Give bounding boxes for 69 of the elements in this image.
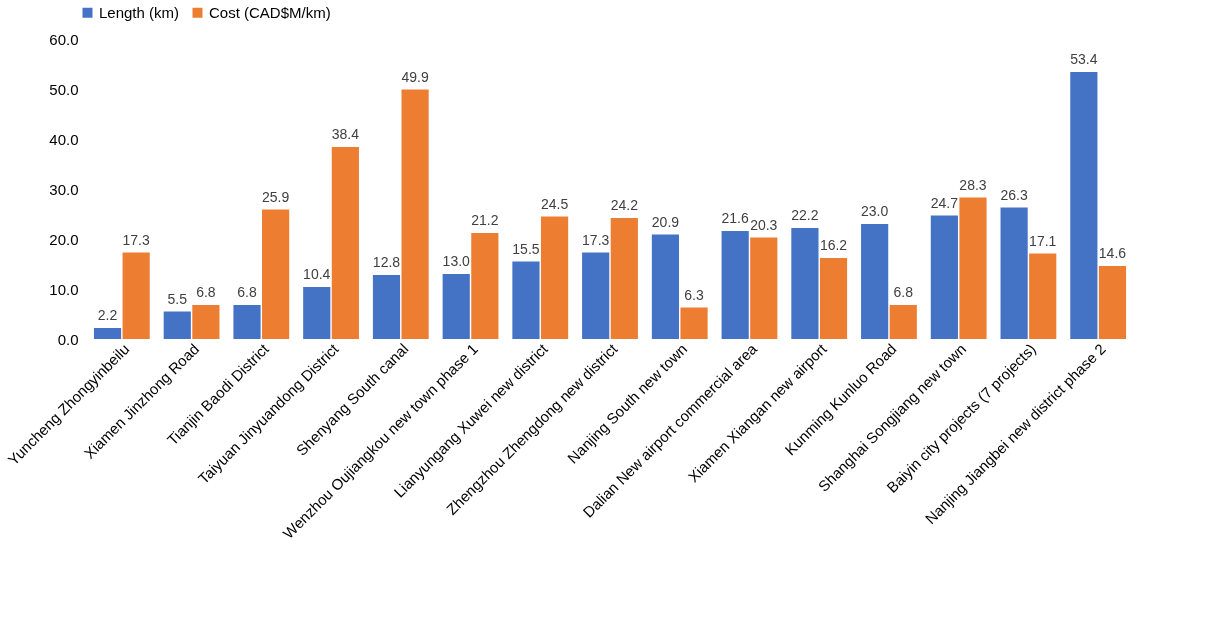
data-label: 38.4	[331, 126, 360, 142]
data-label: 24.2	[610, 197, 639, 213]
bar	[401, 89, 429, 339]
data-label: 21.6	[721, 210, 750, 226]
bar	[861, 224, 889, 339]
y-tick-label: 60.0	[49, 30, 79, 48]
data-label: 20.9	[651, 213, 680, 230]
data-label: 17.1	[1029, 232, 1057, 249]
bar	[582, 252, 610, 339]
data-label: 6.8	[237, 284, 257, 300]
bar	[122, 252, 150, 339]
y-tick-label: 30.0	[49, 180, 79, 198]
data-label: 6.8	[196, 284, 216, 300]
data-label: 23.0	[861, 203, 889, 219]
data-label: 14.6	[1098, 245, 1127, 261]
data-label: 16.2	[819, 237, 848, 253]
bar	[1070, 72, 1098, 339]
bar	[163, 311, 191, 339]
data-label: 26.3	[1000, 186, 1028, 203]
data-label: 49.9	[401, 68, 429, 85]
bar	[889, 305, 917, 339]
bar	[512, 261, 540, 339]
bar	[372, 275, 401, 339]
bar	[1029, 253, 1057, 339]
data-label: 2.2	[97, 307, 118, 323]
bar	[680, 307, 708, 339]
data-label: 6.8	[893, 284, 914, 300]
bar	[192, 305, 220, 339]
bar	[791, 228, 819, 339]
bar	[1098, 266, 1127, 339]
y-tick-label: 0.0	[57, 330, 79, 348]
bar	[93, 328, 122, 339]
data-label: 17.3	[582, 231, 610, 248]
bar	[331, 147, 359, 339]
data-label: 24.5	[540, 195, 569, 212]
bar	[1000, 207, 1028, 339]
data-label: 5.5	[167, 290, 188, 307]
bar	[959, 197, 987, 339]
data-label: 20.3	[750, 216, 778, 233]
data-label: 12.8	[372, 254, 401, 270]
data-label: 22.2	[791, 207, 819, 223]
bar	[303, 287, 331, 339]
bar	[262, 209, 290, 339]
data-label: 15.5	[512, 240, 540, 257]
data-label: 24.7	[930, 194, 959, 211]
bar	[233, 305, 261, 339]
data-label: 53.4	[1070, 51, 1098, 67]
bar	[750, 237, 778, 339]
y-tick-label: 50.0	[49, 80, 79, 98]
bar	[442, 274, 470, 339]
legend-label: Cost (CAD$M/km)	[209, 3, 331, 21]
data-label: 28.3	[959, 176, 987, 193]
data-label: 21.2	[471, 212, 499, 228]
bar	[819, 258, 848, 339]
y-tick-label: 40.0	[49, 130, 79, 148]
bar	[721, 231, 749, 339]
y-tick-label: 20.0	[49, 230, 79, 248]
bar	[610, 218, 638, 339]
data-label: 10.4	[303, 266, 331, 282]
data-label: 13.0	[442, 253, 471, 269]
bar	[471, 233, 499, 339]
bar	[540, 216, 569, 339]
bar	[930, 215, 958, 339]
data-label: 25.9	[262, 188, 290, 205]
legend-label: Length (km)	[99, 3, 180, 21]
data-label: 17.3	[122, 231, 150, 248]
bar	[651, 234, 680, 339]
y-tick-label: 10.0	[49, 280, 79, 298]
data-label: 6.3	[684, 286, 704, 303]
